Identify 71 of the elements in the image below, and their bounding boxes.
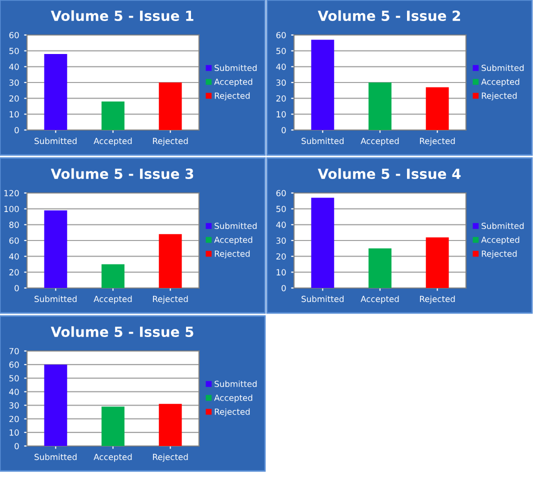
y-tick-label: 60 — [9, 237, 19, 244]
x-tick-label: Rejected — [420, 296, 455, 304]
x-tick-label: Rejected — [153, 138, 188, 146]
y-tick-label: 0 — [282, 126, 286, 134]
x-tick-label: Accepted — [94, 296, 132, 304]
chart-title: Volume 5 - Issue 4 — [318, 168, 461, 180]
legend-label: Accepted — [481, 78, 520, 87]
legend-label: Submitted — [482, 222, 524, 230]
y-tick-label: 60 — [9, 362, 19, 368]
y-tick-label: 60 — [276, 32, 286, 38]
x-tick-label: Submitted — [34, 138, 77, 144]
x-tick-label: Rejected — [153, 296, 188, 304]
y-tick-label: 40 — [276, 222, 286, 228]
legend-label: Rejected — [482, 250, 517, 258]
y-tick-label: 10 — [276, 111, 286, 118]
y-tick-label: 50 — [9, 48, 19, 54]
y-tick-label: 20 — [9, 269, 19, 276]
y-tick-label: 120 — [4, 190, 19, 196]
x-tick-label: Submitted — [302, 138, 344, 144]
y-tick-label: 20 — [9, 95, 19, 102]
y-tick-label: 40 — [276, 64, 286, 70]
y-tick-label: 100 — [4, 206, 19, 212]
y-tick-label: 60 — [9, 32, 19, 38]
y-tick-label: 0 — [14, 442, 19, 450]
legend-label: Accepted — [214, 236, 252, 245]
y-tick-label: 20 — [276, 253, 286, 260]
y-tick-label: 10 — [276, 269, 286, 276]
y-tick-label: 50 — [276, 206, 286, 212]
legend-label: Accepted — [481, 236, 520, 245]
y-tick-label: 0 — [14, 126, 19, 134]
y-tick-label: 20 — [276, 95, 286, 102]
y-tick-label: 40 — [9, 64, 19, 70]
x-tick-label: Submitted — [34, 296, 77, 302]
x-tick-label: Rejected — [153, 454, 188, 462]
y-tick-label: 30 — [276, 79, 286, 86]
y-tick-label: 50 — [9, 375, 19, 382]
legend-label: Rejected — [214, 92, 250, 100]
y-tick-label: 40 — [9, 253, 19, 260]
y-tick-label: 30 — [9, 79, 19, 86]
x-tick-label: Rejected — [420, 138, 455, 146]
y-tick-label: 10 — [10, 111, 19, 118]
chart-title: Volume 5 - Issue 2 — [318, 10, 460, 22]
legend-label: Rejected — [214, 250, 250, 258]
x-tick-label: Submitted — [34, 454, 77, 460]
legend-label: Submitted — [214, 222, 257, 230]
x-tick-label: Accepted — [94, 138, 132, 146]
x-tick-label: Accepted — [94, 454, 132, 462]
x-tick-label: Accepted — [360, 138, 399, 146]
y-tick-label: 20 — [9, 416, 19, 422]
legend-label: Submitted — [214, 64, 257, 72]
x-tick-label: Submitted — [302, 296, 344, 302]
y-tick-label: 70 — [9, 348, 19, 354]
y-tick-label: 30 — [9, 402, 19, 409]
legend-label: Submitted — [214, 380, 257, 388]
legend-label: Rejected — [482, 92, 517, 100]
y-tick-label: 50 — [276, 48, 286, 54]
y-tick-label: 40 — [9, 388, 19, 395]
y-tick-label: 30 — [276, 237, 286, 244]
y-tick-label: 0 — [14, 284, 19, 292]
legend-label: Submitted — [482, 64, 524, 72]
legend-label: Accepted — [214, 394, 252, 403]
y-tick-label: 80 — [9, 222, 19, 228]
chart-title: Volume 5 - Issue 1 — [50, 10, 194, 22]
chart-title: Volume 5 - Issue 3 — [50, 168, 194, 180]
legend-label: Rejected — [214, 408, 250, 416]
y-tick-label: 10 — [10, 429, 19, 436]
y-tick-label: 0 — [282, 284, 286, 292]
chart-title: Volume 5 - Issue 5 — [50, 326, 194, 338]
x-tick-label: Accepted — [360, 296, 399, 304]
legend-label: Accepted — [214, 78, 252, 87]
y-tick-label: 60 — [276, 190, 286, 196]
